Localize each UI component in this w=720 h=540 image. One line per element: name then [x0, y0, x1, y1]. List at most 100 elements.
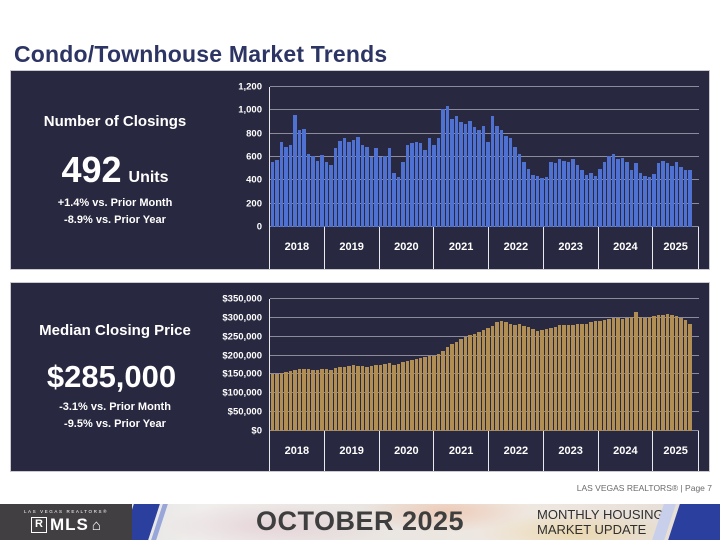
bar — [544, 329, 549, 431]
y-axis-tick: 400 — [246, 174, 262, 186]
bar — [329, 165, 333, 227]
bar — [472, 333, 477, 431]
closings-chart: 1,200 1,000 800 600 400 200 0 2018 2019 2020 2021… — [219, 71, 709, 269]
bar — [396, 363, 401, 431]
bar — [535, 331, 540, 431]
bar — [477, 332, 481, 431]
source-page-note: LAS VEGAS REALTORS® | Page 7 — [576, 483, 712, 493]
bar — [481, 125, 486, 227]
bar — [688, 323, 692, 431]
bar — [306, 369, 311, 431]
x-axis-year-label: 2023 — [542, 227, 598, 269]
x-axis-year-label: 2025 — [652, 431, 698, 471]
bar — [486, 141, 490, 227]
y-axis-tick: $200,000 — [222, 350, 262, 362]
bar — [441, 350, 445, 431]
bar — [531, 174, 535, 227]
bar — [540, 330, 544, 431]
bar — [450, 118, 454, 227]
bar — [611, 153, 616, 227]
bar — [504, 136, 508, 227]
y-axis-tick: $0 — [251, 425, 262, 437]
median-stat-value: $285,000 — [46, 359, 177, 395]
bar — [674, 315, 679, 431]
bar — [468, 120, 472, 227]
bar — [418, 143, 423, 227]
median-price-panel: Median Closing Price $285,000 -3.1% vs. … — [10, 282, 710, 472]
bar — [526, 168, 531, 227]
x-axis-year-label: 2024 — [597, 431, 653, 471]
bar — [558, 159, 562, 227]
bar — [423, 150, 427, 227]
bar — [436, 353, 441, 431]
median-stat-label: Median Closing Price — [39, 322, 191, 340]
bar — [405, 145, 410, 227]
bar — [436, 138, 441, 227]
y-axis-tick: 0 — [256, 221, 262, 233]
bar — [347, 366, 351, 431]
closings-yoy-change: -8.9% vs. Prior Year — [64, 213, 166, 226]
x-axis-year-label: 2022 — [488, 431, 543, 471]
bar — [517, 153, 522, 227]
closings-stat-label: Number of Closings — [43, 112, 187, 130]
bar — [504, 322, 508, 431]
y-axis-tick: 1,200 — [238, 81, 262, 93]
bar — [634, 312, 638, 431]
bar — [616, 317, 620, 431]
bar — [445, 105, 450, 227]
bar — [535, 175, 540, 227]
y-axis-tick: $100,000 — [222, 387, 262, 399]
footer-report-line1: MONTHLY HOUSING — [537, 507, 664, 522]
bar — [620, 158, 625, 227]
closings-bars — [271, 87, 692, 227]
bar — [602, 161, 607, 227]
bar — [401, 362, 405, 431]
bar — [580, 169, 584, 227]
bar — [401, 161, 405, 227]
bar — [279, 141, 284, 227]
median-price-chart: $350,000 $300,000 $250,000 $200,000 $150,000… — [219, 283, 709, 471]
closings-y-axis: 1,200 1,000 800 600 400 200 0 — [219, 82, 269, 233]
bar — [320, 155, 324, 227]
bar — [558, 325, 562, 431]
bar — [271, 161, 275, 227]
bar — [302, 368, 306, 431]
median-mom-change: -3.1% vs. Prior Month — [59, 401, 171, 414]
bar — [463, 337, 468, 431]
bar — [293, 369, 297, 431]
bar — [625, 318, 629, 431]
bar — [665, 314, 670, 431]
bar — [374, 147, 378, 227]
bar — [629, 317, 634, 431]
bar — [333, 147, 338, 227]
y-axis-tick: $350,000 — [222, 293, 262, 305]
bar — [293, 115, 297, 227]
bar — [549, 327, 553, 431]
mls-logo-top-text: LAS VEGAS REALTORS® — [23, 509, 109, 514]
bar — [432, 355, 436, 431]
bar — [562, 160, 566, 227]
bar — [468, 335, 472, 431]
bar — [589, 322, 593, 431]
bar — [405, 360, 410, 431]
bar — [315, 161, 320, 227]
house-icon: ⌂ — [91, 516, 101, 534]
bar — [342, 138, 347, 227]
y-axis-tick: $300,000 — [222, 312, 262, 324]
closings-mom-change: +1.4% vs. Prior Month — [57, 196, 173, 209]
bar — [620, 318, 625, 431]
bar — [665, 163, 670, 227]
bar — [427, 138, 432, 227]
bar — [396, 176, 401, 227]
bar — [643, 175, 647, 227]
bar — [670, 314, 674, 431]
bar — [477, 130, 481, 227]
bar — [432, 145, 436, 227]
bar — [598, 320, 602, 431]
bar — [593, 321, 598, 431]
bar — [566, 161, 571, 227]
bar — [275, 373, 279, 431]
x-axis-year-label: 2019 — [323, 431, 379, 471]
median-stat-value-row: $285,000 — [47, 361, 183, 392]
bar — [589, 173, 593, 227]
